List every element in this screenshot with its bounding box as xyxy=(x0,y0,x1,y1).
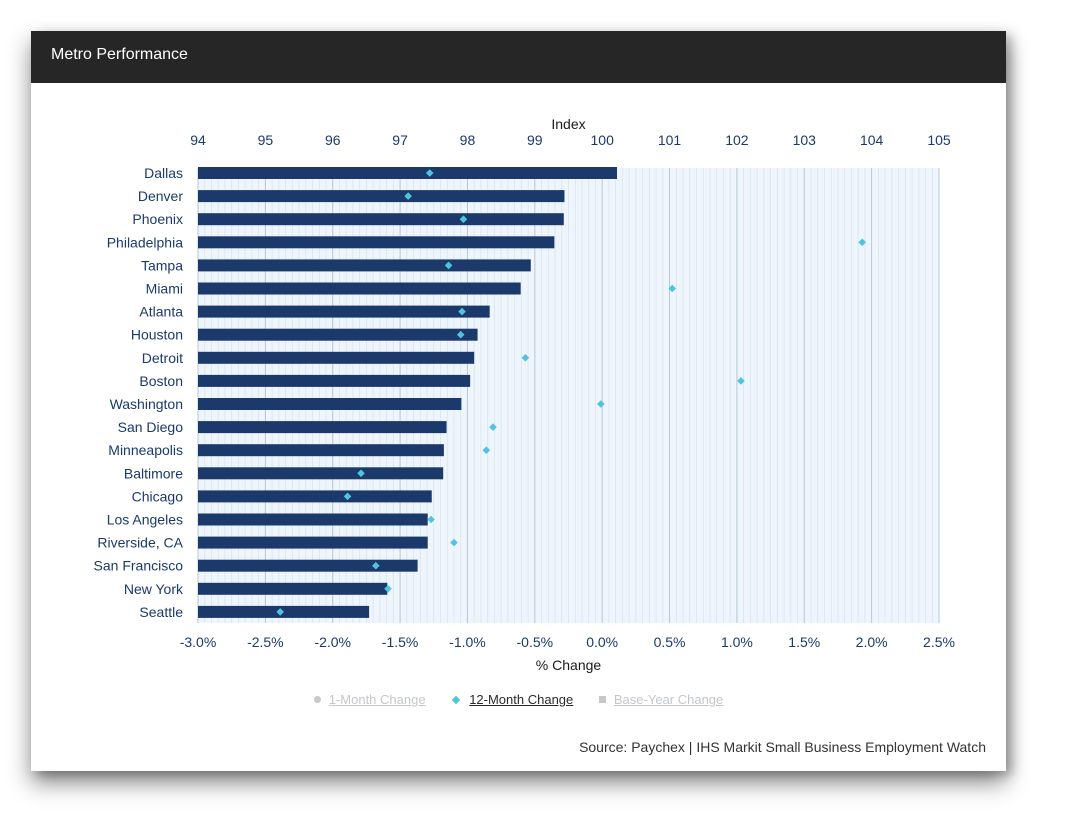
source-note: Source: Paychex | IHS Markit Small Busin… xyxy=(579,739,986,755)
marker-tampa xyxy=(444,261,453,270)
marker-baltimore xyxy=(357,469,365,478)
top-axis-tick-label: 101 xyxy=(658,132,682,148)
marker-miami xyxy=(668,284,677,293)
bar-los-angeles xyxy=(198,513,428,526)
bottom-axis-tick-label: -1.5% xyxy=(382,634,419,650)
marker-minneapolis xyxy=(482,446,491,454)
bar-houston xyxy=(198,328,478,341)
marker-boston xyxy=(737,377,745,385)
bar-san-francisco xyxy=(198,559,418,572)
marker-detroit xyxy=(521,354,530,362)
category-label: Miami xyxy=(146,281,183,297)
category-label: San Diego xyxy=(118,419,184,435)
diamond-icon xyxy=(451,695,461,704)
circle-icon xyxy=(313,696,321,704)
legend-label-base-year: Base-Year Change xyxy=(613,692,724,708)
category-label: Detroit xyxy=(142,350,183,366)
marker-houston xyxy=(456,330,465,339)
bar-philadelphia xyxy=(198,236,555,249)
top-axis-tick-label: 102 xyxy=(725,132,749,148)
bar-denver xyxy=(198,190,565,203)
top-axis-tick-label: 98 xyxy=(460,132,476,148)
category-label: Denver xyxy=(138,188,183,204)
top-axis-tick-label: 96 xyxy=(325,132,341,148)
bottom-axis-tick-label: 0.5% xyxy=(654,634,686,650)
bottom-axis-title: % Change xyxy=(536,657,602,673)
top-axis-tick-label: 104 xyxy=(860,132,884,148)
bar-atlanta xyxy=(198,305,490,318)
marker-denver xyxy=(404,192,412,200)
top-axis-tick-label: 95 xyxy=(258,132,274,148)
legend-item-1-month[interactable]: 1-Month Change xyxy=(313,691,426,708)
bar-dallas xyxy=(198,167,618,179)
bottom-axis-tick-label: -2.0% xyxy=(314,634,351,650)
category-label: Boston xyxy=(139,373,183,389)
top-axis-tick-label: 105 xyxy=(927,132,951,148)
marker-new-york xyxy=(384,585,392,593)
category-label: Washington xyxy=(110,396,183,412)
top-axis-tick-label: 100 xyxy=(591,132,615,148)
bottom-axis-tick-label: -1.0% xyxy=(449,634,486,650)
top-axis-tick-label: 94 xyxy=(190,132,206,148)
bar-chicago xyxy=(198,490,432,503)
marker-philadelphia xyxy=(858,238,867,247)
marker-phoenix xyxy=(459,215,468,223)
legend-label-1-month: 1-Month Change xyxy=(328,692,426,708)
bar-riverside-ca xyxy=(198,536,428,549)
category-label: Los Angeles xyxy=(107,512,183,528)
bottom-axis-tick-label: -2.5% xyxy=(247,634,284,650)
bottom-axis-tick-label: -3.0% xyxy=(180,634,217,650)
bar-miami xyxy=(198,282,521,295)
category-label: Atlanta xyxy=(139,304,183,320)
category-label: Houston xyxy=(131,327,183,343)
square-icon xyxy=(598,696,606,704)
top-axis-tick-label: 103 xyxy=(793,132,817,148)
category-label: Philadelphia xyxy=(107,234,183,250)
metro-performance-chart: 94 95 96 97 98 99 100 101 102 103 104 105 Index -3.0%… xyxy=(94,116,955,673)
legend-label-12-month: 12-Month Change xyxy=(469,692,574,708)
category-label: Phoenix xyxy=(132,211,183,227)
marker-riverside-ca xyxy=(450,538,458,547)
bottom-axis-tick-label: 2.5% xyxy=(923,634,955,650)
category-label: San Francisco xyxy=(94,558,184,574)
category-label: New York xyxy=(124,581,184,597)
chart-card: Metro Performance 94 95 96 97 98 99 100 101 102 1… xyxy=(31,31,1006,771)
marker-atlanta xyxy=(458,307,466,316)
marker-seattle xyxy=(276,608,284,616)
category-label: Riverside, CA xyxy=(97,535,183,551)
legend-item-base-year[interactable]: Base-Year Change xyxy=(598,691,724,708)
category-label: Tampa xyxy=(141,257,183,273)
bar-detroit xyxy=(198,351,475,364)
marker-san-diego xyxy=(489,423,497,431)
bar-san-diego xyxy=(198,421,447,434)
card-header: Metro Performance xyxy=(31,31,1006,83)
bar-phoenix xyxy=(198,213,564,226)
bar-tampa xyxy=(198,259,531,272)
chart-legend: 1-Month Change 12-Month Change Base-Year… xyxy=(31,691,1006,707)
marker-washington xyxy=(597,400,605,408)
bar-boston xyxy=(198,374,471,387)
card-title: Metro Performance xyxy=(51,46,188,63)
bar-baltimore xyxy=(198,467,444,480)
marker-dallas xyxy=(425,169,434,177)
category-label: Baltimore xyxy=(124,465,183,481)
top-axis-tick-label: 99 xyxy=(527,132,543,148)
bottom-axis-tick-label: 1.0% xyxy=(721,634,753,650)
legend-item-12-month[interactable]: 12-Month Change xyxy=(451,691,573,707)
marker-chicago xyxy=(343,492,352,501)
bottom-axis-tick-label: -0.5% xyxy=(517,634,554,650)
category-label: Seattle xyxy=(139,604,183,620)
marker-san-francisco xyxy=(372,561,380,570)
top-axis-tick-label: 97 xyxy=(392,132,408,148)
bar-washington xyxy=(198,398,462,410)
bottom-axis-tick-label: 0.0% xyxy=(586,634,618,650)
top-axis-title: Index xyxy=(551,116,585,132)
bar-new-york xyxy=(198,582,388,595)
category-label: Dallas xyxy=(144,165,183,181)
bottom-axis-tick-label: 2.0% xyxy=(856,634,888,650)
category-label: Chicago xyxy=(132,488,184,504)
bar-minneapolis xyxy=(198,444,444,457)
category-label: Minneapolis xyxy=(108,442,183,458)
bottom-axis-tick-label: 1.5% xyxy=(788,634,820,650)
